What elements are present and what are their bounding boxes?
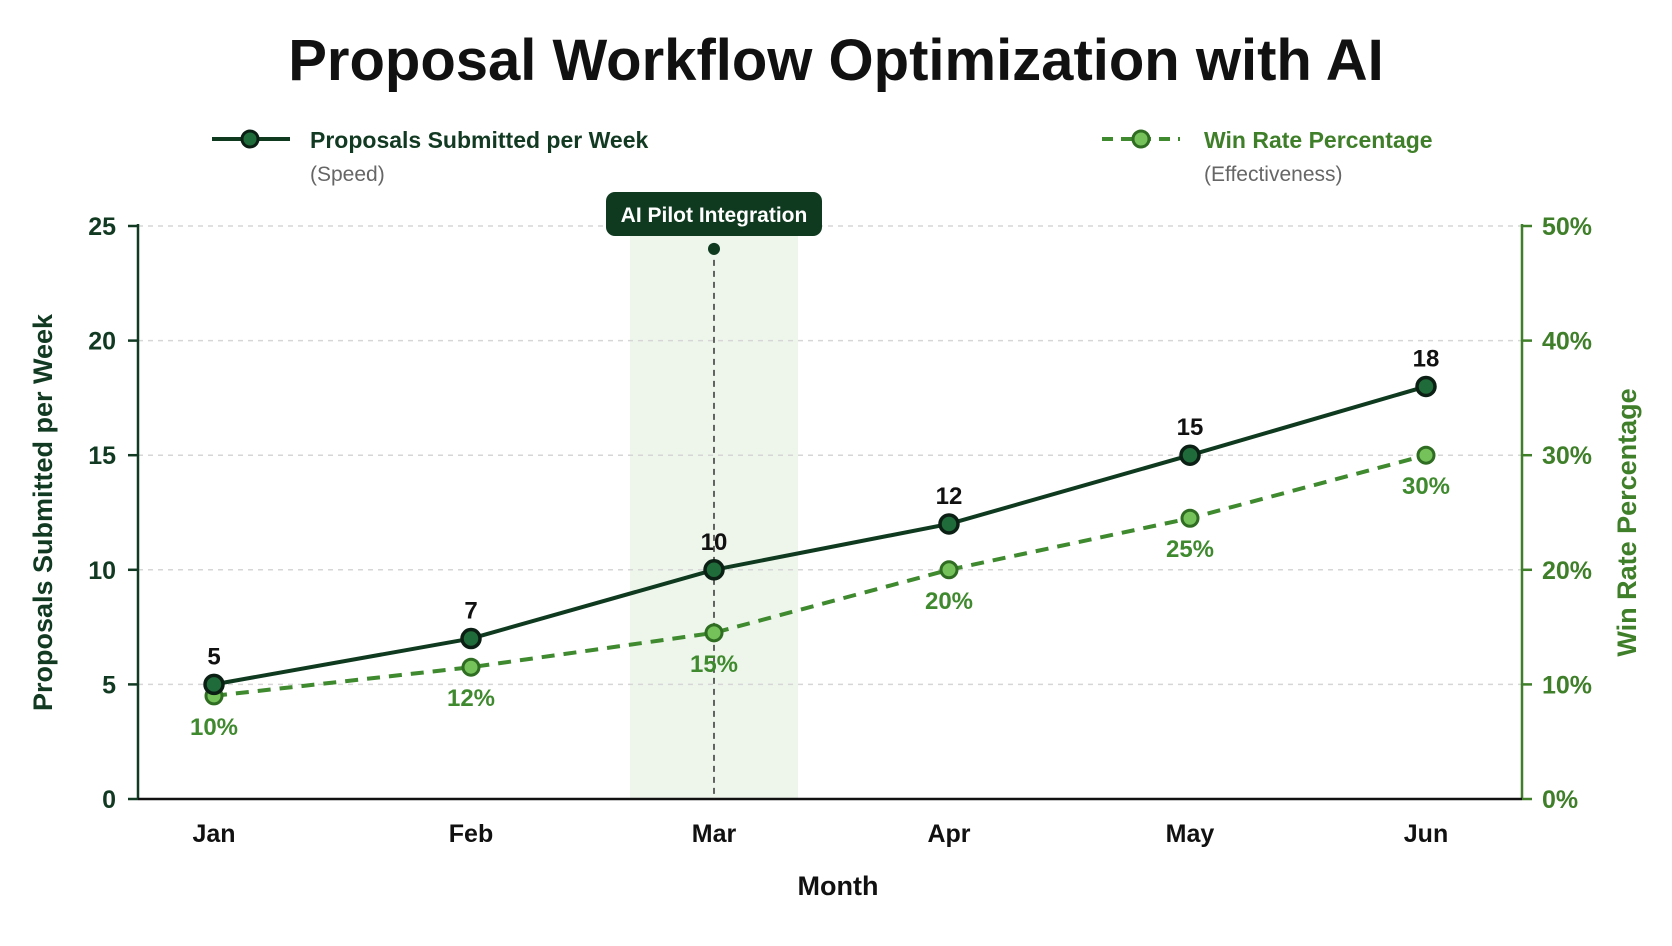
tick-label-right: 20%	[1542, 557, 1592, 585]
tick-label-right: 10%	[1542, 671, 1592, 699]
data-point-proposals	[1179, 444, 1201, 466]
tick-label-x: May	[1166, 820, 1215, 848]
chart-title: Proposal Workflow Optimization with AI	[288, 28, 1384, 93]
data-label-winrate: 30%	[1402, 473, 1450, 500]
tick-label-left: 15	[88, 442, 116, 470]
annotation-badge	[606, 192, 822, 236]
data-label-winrate: 12%	[447, 685, 495, 712]
y-axis-title-left: Proposals Submitted per Week	[28, 313, 58, 711]
data-label-winrate: 25%	[1166, 536, 1214, 563]
tick-label-right: 30%	[1542, 442, 1592, 470]
x-axis-title: Month	[798, 871, 879, 901]
data-label-proposals: 18	[1413, 345, 1440, 372]
tick-label-right: 40%	[1542, 328, 1592, 356]
legend-swatch-marker-proposals	[240, 129, 260, 149]
legend: Proposals Submitted per Week (Speed) Win…	[212, 127, 1433, 186]
tick-label-x: Feb	[449, 820, 493, 848]
data-point-winrate	[1180, 508, 1200, 528]
y-axis-title-right: Win Rate Percentage	[1612, 388, 1642, 656]
annotation-label: AI Pilot Integration	[621, 204, 808, 227]
tick-label-x: Mar	[692, 820, 737, 848]
data-label-proposals: 7	[464, 598, 477, 625]
tick-label-right: 0%	[1542, 786, 1578, 814]
tick-label-right: 50%	[1542, 213, 1592, 241]
tick-label-left: 10	[88, 557, 116, 585]
series-line-winrate	[213, 453, 1427, 698]
tick-label-left: 5	[102, 671, 116, 699]
data-point-winrate	[939, 560, 959, 580]
tick-label-left: 20	[88, 328, 116, 356]
legend-sublabel-winrate: (Effectiveness)	[1204, 163, 1343, 186]
data-label-proposals: 12	[936, 483, 963, 510]
tick-label-x: Apr	[927, 820, 970, 848]
plot-area: 0 5 10 15 20 25 0% 10% 20% 30% 40% 50% Jan Feb Mar Apr M…	[28, 192, 1642, 901]
data-point-winrate	[704, 623, 724, 643]
data-label-proposals: 5	[207, 643, 220, 670]
tick-label-left: 25	[88, 213, 116, 241]
data-point-proposals	[703, 559, 725, 581]
data-point-winrate	[461, 657, 481, 677]
series-line-proposals	[213, 384, 1427, 687]
legend-label-winrate: Win Rate Percentage	[1204, 127, 1433, 153]
data-label-proposals: 10	[701, 529, 728, 556]
legend-label-proposals: Proposals Submitted per Week	[310, 127, 648, 153]
annotation-marker	[708, 242, 720, 255]
data-label-winrate: 10%	[190, 714, 238, 741]
tick-label-x: Jun	[1404, 820, 1448, 848]
data-point-proposals	[460, 627, 482, 650]
data-point-proposals	[203, 673, 225, 696]
data-label-proposals: 15	[1177, 414, 1204, 441]
legend-swatch-marker-winrate	[1131, 129, 1151, 149]
data-point-proposals	[1415, 375, 1437, 398]
data-label-winrate: 20%	[925, 588, 973, 615]
data-point-winrate	[1416, 445, 1436, 465]
data-point-proposals	[938, 513, 960, 535]
tick-label-x: Jan	[192, 820, 235, 848]
data-label-winrate: 15%	[690, 651, 738, 678]
tick-label-left: 0	[102, 786, 116, 814]
legend-sublabel-proposals: (Speed)	[310, 163, 385, 186]
